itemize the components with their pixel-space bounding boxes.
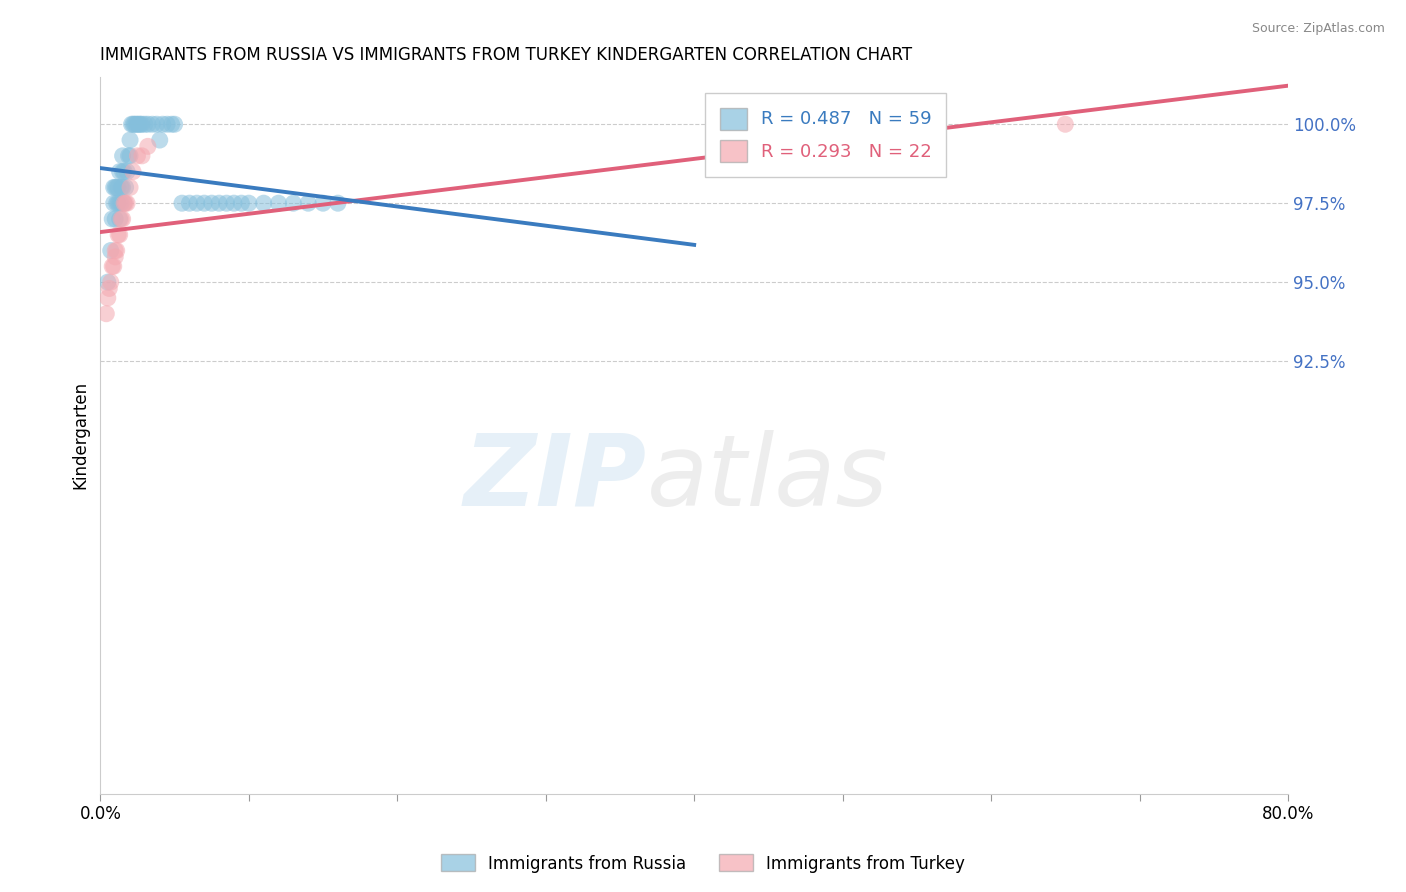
Point (131, 117, 153, 131)
Point (111, 211, 134, 226)
Point (112, 164, 135, 178)
Text: ZIP: ZIP (464, 430, 647, 527)
Point (112, 196, 135, 211)
Legend: R = 0.487   N = 59, R = 0.293   N = 22: R = 0.487 N = 59, R = 0.293 N = 22 (706, 93, 946, 177)
Point (115, 196, 138, 211)
Point (104, 250, 127, 264)
Point (117, 149, 139, 163)
Point (141, 117, 163, 131)
Point (131, 149, 153, 163)
Point (170, 196, 193, 211)
Point (124, 117, 146, 131)
Point (253, 196, 276, 211)
Point (114, 196, 136, 211)
Point (111, 180, 134, 194)
Y-axis label: Kindergarten: Kindergarten (72, 381, 89, 490)
Point (231, 196, 253, 211)
Point (125, 117, 148, 131)
Point (98, 281, 121, 295)
Point (110, 196, 132, 211)
Point (136, 117, 159, 131)
Point (97, 291, 120, 305)
Point (201, 196, 224, 211)
Point (122, 117, 145, 131)
Point (215, 196, 238, 211)
Point (104, 244, 127, 258)
Point (107, 180, 129, 194)
Point (118, 180, 141, 194)
Text: Source: ZipAtlas.com: Source: ZipAtlas.com (1251, 22, 1385, 36)
Text: IMMIGRANTS FROM RUSSIA VS IMMIGRANTS FROM TURKEY KINDERGARTEN CORRELATION CHART: IMMIGRANTS FROM RUSSIA VS IMMIGRANTS FRO… (100, 46, 912, 64)
Point (297, 196, 319, 211)
Point (160, 117, 183, 131)
Point (1054, 117, 1077, 131)
Point (110, 180, 132, 194)
Point (238, 196, 260, 211)
Point (208, 196, 231, 211)
Point (112, 196, 135, 211)
Point (145, 117, 167, 131)
Point (111, 164, 134, 178)
Point (128, 117, 150, 131)
Point (186, 196, 208, 211)
Point (163, 117, 186, 131)
Point (152, 117, 174, 131)
Point (104, 211, 127, 226)
Point (129, 117, 152, 131)
Point (118, 133, 141, 147)
Point (149, 133, 172, 147)
Point (104, 180, 127, 194)
Point (108, 164, 131, 178)
Point (105, 180, 128, 194)
Point (136, 139, 159, 153)
Point (156, 117, 179, 131)
Point (101, 260, 124, 274)
Point (118, 149, 141, 163)
Point (283, 196, 305, 211)
Point (103, 260, 125, 274)
Point (96, 307, 118, 321)
Point (105, 196, 128, 211)
Point (115, 164, 138, 178)
Point (100, 244, 122, 258)
Point (193, 196, 215, 211)
Point (107, 196, 129, 211)
Point (127, 117, 149, 131)
Point (121, 117, 143, 131)
Point (326, 196, 349, 211)
Point (105, 244, 128, 258)
Point (127, 149, 149, 163)
Point (111, 149, 134, 163)
Point (222, 196, 245, 211)
Point (103, 180, 125, 194)
Point (267, 196, 290, 211)
Text: atlas: atlas (647, 430, 889, 527)
Point (179, 196, 201, 211)
Point (110, 211, 132, 226)
Point (103, 196, 125, 211)
Point (134, 117, 156, 131)
Point (108, 211, 131, 226)
Point (114, 180, 136, 194)
Point (108, 227, 131, 242)
Legend: Immigrants from Russia, Immigrants from Turkey: Immigrants from Russia, Immigrants from … (434, 847, 972, 880)
Point (107, 227, 129, 242)
Point (97, 275, 120, 289)
Point (101, 211, 124, 226)
Point (312, 196, 335, 211)
Point (100, 275, 122, 289)
Point (108, 196, 131, 211)
Point (122, 164, 145, 178)
